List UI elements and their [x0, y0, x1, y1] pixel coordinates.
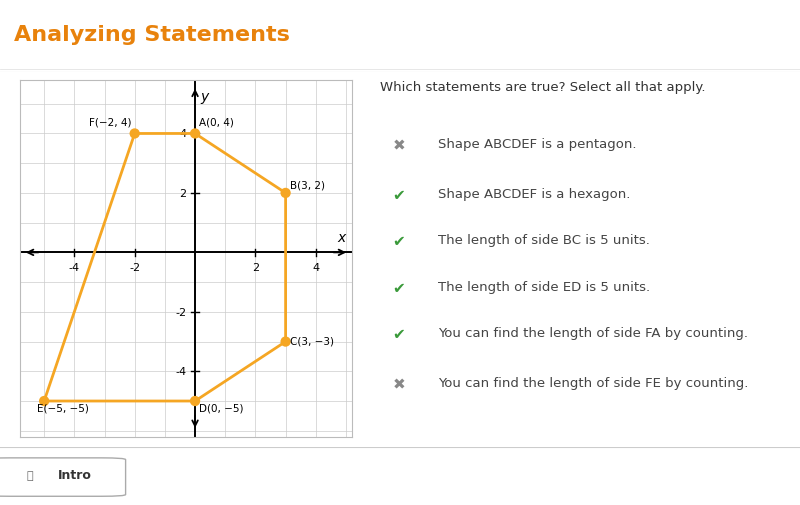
Text: You can find the length of side FE by counting.: You can find the length of side FE by co… — [438, 376, 748, 389]
Text: -2: -2 — [175, 307, 186, 317]
Text: The length of side BC is 5 units.: The length of side BC is 5 units. — [438, 234, 650, 247]
Text: ✔: ✔ — [392, 187, 405, 203]
Text: -2: -2 — [129, 263, 140, 272]
Point — [279, 189, 292, 197]
Text: Analyzing Statements: Analyzing Statements — [14, 25, 290, 45]
Text: E(−5, −5): E(−5, −5) — [37, 402, 89, 413]
Point — [189, 130, 202, 138]
Point — [128, 130, 141, 138]
Text: 2: 2 — [179, 188, 186, 198]
Text: The length of side ED is 5 units.: The length of side ED is 5 units. — [438, 280, 650, 293]
Point — [279, 338, 292, 346]
FancyBboxPatch shape — [0, 458, 126, 496]
Text: ✔: ✔ — [392, 280, 405, 295]
Text: 2: 2 — [252, 263, 259, 272]
Text: B(3, 2): B(3, 2) — [290, 180, 325, 190]
Text: C(3, −3): C(3, −3) — [290, 335, 334, 345]
Text: 4: 4 — [179, 129, 186, 139]
Text: Intro: Intro — [58, 468, 91, 481]
Text: -4: -4 — [175, 367, 186, 377]
Text: 4: 4 — [312, 263, 319, 272]
Point — [189, 397, 202, 405]
Text: D(0, −5): D(0, −5) — [198, 402, 243, 413]
Text: 🔊: 🔊 — [26, 470, 33, 480]
Text: ✖: ✖ — [392, 376, 405, 391]
Text: A(0, 4): A(0, 4) — [198, 118, 234, 128]
Text: You can find the length of side FA by counting.: You can find the length of side FA by co… — [438, 326, 748, 339]
Text: Shape ABCDEF is a pentagon.: Shape ABCDEF is a pentagon. — [438, 138, 636, 150]
Text: ✖: ✖ — [392, 138, 405, 153]
Text: ✔: ✔ — [392, 326, 405, 341]
Text: -4: -4 — [69, 263, 80, 272]
Text: y: y — [201, 90, 209, 104]
Text: Which statements are true? Select all that apply.: Which statements are true? Select all th… — [380, 81, 706, 94]
Text: F(−2, 4): F(−2, 4) — [90, 118, 132, 128]
Point — [38, 397, 50, 405]
Text: ✔: ✔ — [392, 234, 405, 249]
Text: x: x — [338, 231, 346, 244]
Text: Shape ABCDEF is a hexagon.: Shape ABCDEF is a hexagon. — [438, 187, 630, 200]
